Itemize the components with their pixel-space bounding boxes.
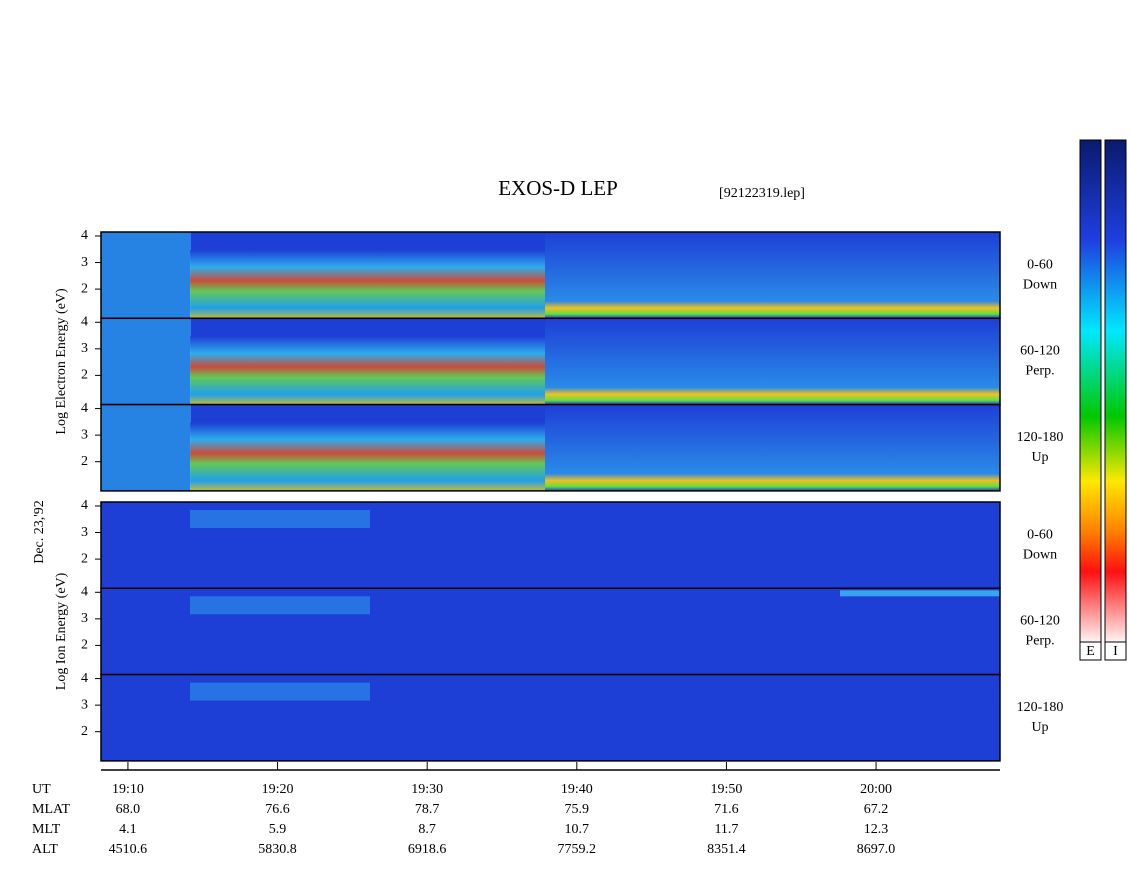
spectrogram-texture: [545, 404, 1000, 491]
y-tick-label: 4: [81, 401, 88, 416]
pitch-angle-label: 60-120: [1020, 614, 1060, 629]
spectrogram-texture: [101, 318, 191, 405]
y-tick-label: 2: [81, 368, 88, 383]
y-tick-label: 2: [81, 281, 88, 296]
y-tick-label: 2: [81, 551, 88, 566]
spectrogram-texture: [190, 596, 370, 615]
direction-label: Perp.: [1025, 364, 1054, 379]
x-tick-label: 20:00: [860, 782, 892, 797]
orbit-value: 11.7: [714, 822, 738, 837]
orbit-label: ALT: [32, 842, 58, 857]
y-tick-label: 4: [81, 671, 88, 686]
y-tick-label: 2: [81, 454, 88, 469]
panel-frame: [100, 673, 1001, 762]
y-tick-label: 3: [81, 611, 88, 626]
colorbar-label: E: [1086, 644, 1095, 659]
spectrogram-texture: [840, 590, 1000, 597]
direction-label: Down: [1023, 547, 1057, 562]
pitch-angle-label: 60-120: [1020, 344, 1060, 359]
y-tick-label: 4: [81, 498, 88, 513]
direction-label: Up: [1031, 450, 1048, 465]
y-tick-label: 4: [81, 228, 88, 243]
pitch-angle-label: 120-180: [1017, 700, 1064, 715]
orbit-value: 4510.6: [109, 842, 148, 857]
spectrogram-texture: [190, 250, 545, 319]
orbit-value: 4.1: [119, 822, 137, 837]
y-tick-label: 3: [81, 341, 88, 356]
y-tick-label: 3: [81, 525, 88, 540]
date-label: Dec. 23,'92: [32, 500, 47, 564]
orbit-label: MLT: [32, 822, 61, 837]
y-tick-label: 3: [81, 427, 88, 442]
direction-label: Down: [1023, 277, 1057, 292]
x-tick-label: 19:10: [112, 782, 144, 797]
y-tick-label: 3: [81, 255, 88, 270]
orbit-label: MLAT: [32, 802, 71, 817]
direction-label: Perp.: [1025, 634, 1054, 649]
y-tick-label: 4: [81, 585, 88, 600]
orbit-value: 8.7: [418, 822, 436, 837]
spectrogram-texture: [190, 336, 545, 405]
file-name: [92122319.lep]: [719, 186, 805, 201]
colorbar-label: I: [1113, 644, 1118, 659]
colorbar-key: [1079, 641, 1102, 661]
orbit-value: 8697.0: [857, 842, 896, 857]
orbit-value: 8351.4: [707, 842, 746, 857]
panel-frame: [100, 403, 1001, 492]
spectrogram-texture: [545, 318, 1000, 405]
pitch-angle-label: 0-60: [1027, 257, 1053, 272]
orbit-value: 12.3: [864, 822, 889, 837]
pitch-angle-label: 0-60: [1027, 527, 1053, 542]
orbit-value: 78.7: [415, 802, 440, 817]
spectrogram-texture: [190, 682, 370, 701]
spectrogram-texture: [190, 510, 370, 528]
title: EXOS-D LEP: [498, 176, 618, 200]
spectrogram-texture: [101, 232, 191, 319]
spectrogram-texture: [101, 404, 191, 491]
y-tick-label: 3: [81, 697, 88, 712]
orbit-value: 76.6: [265, 802, 290, 817]
spectrogram-texture: [545, 232, 1000, 319]
x-axis-label: UT: [32, 782, 51, 797]
orbit-value: 5830.8: [258, 842, 297, 857]
x-tick-label: 19:30: [411, 782, 443, 797]
group-label: Log Electron Energy (eV): [54, 288, 69, 435]
orbit-value: 10.7: [565, 822, 590, 837]
group-label: Log Ion Energy (eV): [54, 572, 69, 690]
colorbar-key: [1104, 641, 1127, 661]
y-tick-label: 2: [81, 638, 88, 653]
x-tick-label: 19:20: [262, 782, 294, 797]
orbit-value: 5.9: [269, 822, 287, 837]
colorbar: [1079, 139, 1102, 643]
direction-label: Up: [1031, 720, 1048, 735]
x-tick-label: 19:50: [710, 782, 742, 797]
orbit-value: 68.0: [116, 802, 141, 817]
colorbars: E I: [1079, 139, 1127, 661]
orbit-value: 7759.2: [558, 842, 597, 857]
x-tick-label: 19:40: [561, 782, 593, 797]
pitch-angle-label: 120-180: [1017, 430, 1064, 445]
orbit-value: 6918.6: [408, 842, 447, 857]
spectrogram-texture: [190, 422, 545, 491]
colorbar: [1104, 139, 1127, 643]
orbit-value: 71.6: [714, 802, 739, 817]
y-tick-label: 2: [81, 724, 88, 739]
orbit-value: 67.2: [864, 802, 889, 817]
y-tick-label: 4: [81, 315, 88, 330]
orbit-value: 75.9: [565, 802, 590, 817]
